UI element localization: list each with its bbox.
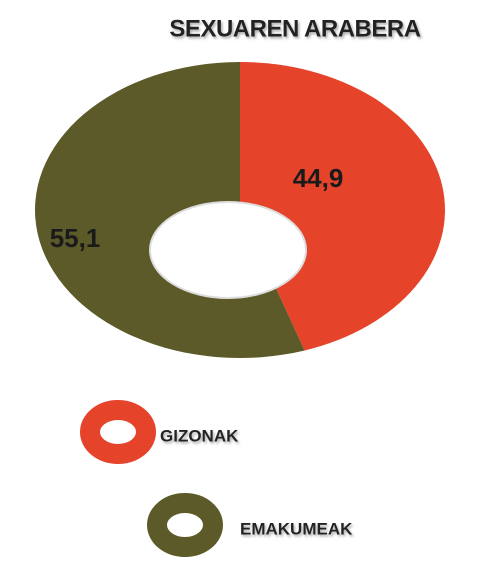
value-label: 44,9 xyxy=(293,163,344,193)
donut-hole xyxy=(149,201,307,299)
value-label: 55,1 xyxy=(50,223,101,253)
legend-label: EMAKUMEAK xyxy=(240,519,353,538)
legend-swatch xyxy=(147,493,223,557)
legend-label: GIZONAK xyxy=(160,426,239,445)
legend-swatch xyxy=(80,400,156,464)
donut xyxy=(34,62,445,358)
chart-title: SEXUAREN ARABERA xyxy=(169,15,420,42)
